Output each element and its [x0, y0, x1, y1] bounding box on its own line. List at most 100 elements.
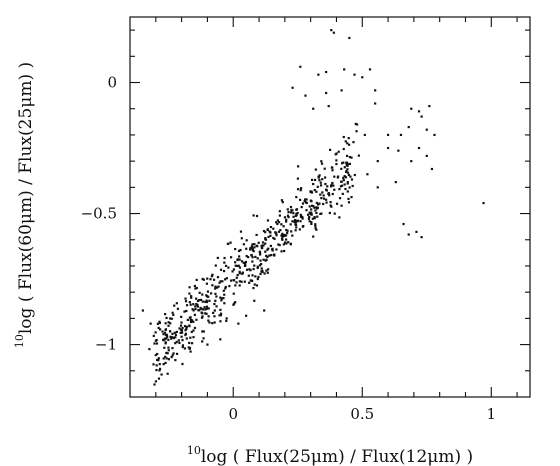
data-point: [238, 266, 242, 269]
data-point: [309, 199, 312, 202]
data-point: [428, 105, 431, 108]
data-point: [238, 272, 241, 275]
data-point: [277, 230, 281, 233]
data-point: [312, 205, 315, 208]
data-point: [354, 122, 357, 126]
data-point: [215, 305, 218, 308]
data-point: [185, 304, 189, 307]
data-point: [167, 338, 170, 341]
data-point: [225, 319, 228, 322]
data-point: [168, 330, 172, 333]
data-point: [289, 205, 293, 209]
data-point: [214, 299, 217, 302]
data-point: [205, 305, 209, 308]
data-point: [326, 185, 329, 188]
data-point: [331, 169, 334, 172]
data-point: [190, 330, 193, 334]
data-point: [349, 175, 352, 178]
data-point: [282, 233, 285, 236]
data-point: [162, 357, 165, 360]
data-point: [346, 142, 349, 145]
data-point: [156, 322, 160, 325]
data-point: [283, 233, 286, 237]
data-point: [172, 352, 175, 355]
data-point: [223, 302, 226, 305]
data-point: [304, 201, 308, 204]
data-point: [264, 231, 267, 234]
data-point: [417, 110, 421, 113]
data-point: [154, 380, 158, 383]
data-point: [325, 198, 328, 201]
data-point: [263, 309, 266, 312]
data-point: [286, 208, 289, 211]
data-point: [162, 363, 165, 366]
data-point: [415, 230, 418, 233]
data-point: [203, 306, 206, 309]
data-point: [343, 175, 346, 178]
data-point: [298, 228, 301, 231]
data-point: [165, 357, 168, 360]
data-point: [299, 65, 302, 68]
data-point: [297, 165, 300, 168]
data-point: [250, 254, 253, 257]
data-point: [308, 220, 311, 223]
data-point: [304, 198, 307, 201]
data-point: [293, 218, 297, 222]
data-point: [242, 261, 245, 264]
data-point: [338, 188, 341, 191]
data-point: [346, 182, 349, 185]
data-point: [190, 296, 193, 299]
data-point: [204, 300, 207, 303]
data-point: [356, 123, 359, 126]
data-point: [163, 331, 167, 334]
data-point: [201, 330, 204, 333]
data-point: [309, 213, 312, 216]
data-point: [158, 367, 162, 370]
data-point: [317, 176, 320, 179]
data-point: [315, 211, 318, 215]
data-point: [219, 268, 223, 271]
data-point: [245, 254, 248, 258]
data-point: [253, 246, 256, 249]
data-point: [315, 228, 318, 231]
data-point: [420, 115, 423, 118]
data-point: [256, 266, 259, 270]
data-point: [331, 166, 334, 169]
data-point: [312, 107, 315, 110]
data-point: [348, 143, 351, 146]
data-point: [280, 199, 284, 202]
data-point: [153, 342, 156, 345]
data-point: [301, 217, 304, 220]
data-point: [229, 256, 233, 259]
data-point: [232, 292, 235, 295]
data-point: [347, 197, 350, 201]
data-point: [193, 284, 196, 288]
data-point: [264, 238, 268, 241]
data-point: [294, 223, 298, 227]
data-point: [346, 190, 349, 193]
plot-frame: [129, 16, 531, 398]
data-point: [316, 203, 320, 206]
data-point: [207, 307, 210, 310]
data-point: [240, 237, 243, 240]
data-point: [262, 258, 265, 261]
data-point: [234, 264, 237, 267]
data-point: [337, 150, 340, 153]
data-point: [282, 225, 285, 228]
data-point: [433, 133, 436, 137]
data-point: [195, 302, 198, 306]
data-point: [195, 286, 198, 290]
data-point: [169, 317, 172, 320]
data-point: [185, 327, 188, 331]
data-point: [251, 256, 254, 259]
data-point: [174, 342, 177, 345]
data-point: [318, 179, 321, 182]
data-point: [200, 316, 204, 319]
data-point: [243, 280, 246, 283]
data-point: [252, 267, 255, 271]
data-point: [344, 140, 347, 143]
data-point: [291, 234, 294, 237]
data-point: [201, 293, 204, 296]
data-point: [310, 222, 313, 226]
data-point: [167, 349, 170, 352]
